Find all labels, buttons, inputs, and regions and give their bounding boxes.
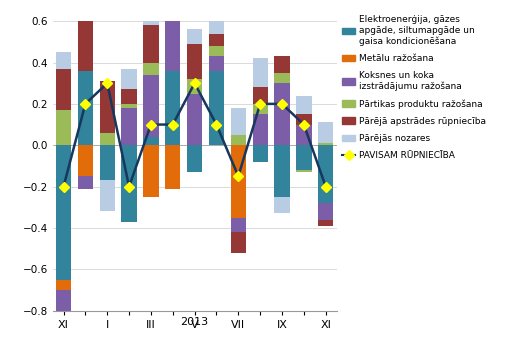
Bar: [275, 197, 290, 214]
Bar: [165, 0, 180, 2]
Bar: [209, 56, 224, 71]
Bar: [122, 145, 137, 222]
Bar: [56, 52, 71, 69]
Bar: [231, 135, 246, 145]
Bar: [275, 145, 290, 197]
Bar: [252, 87, 268, 104]
Bar: [122, 108, 137, 145]
Bar: [231, 217, 246, 232]
Bar: [187, 145, 203, 172]
Bar: [275, 83, 290, 145]
Bar: [318, 122, 333, 143]
Bar: [122, 69, 137, 89]
Bar: [56, 69, 71, 110]
Bar: [187, 79, 203, 94]
Bar: [165, 145, 180, 189]
Bar: [296, 114, 311, 125]
Bar: [56, 145, 71, 280]
Bar: [318, 220, 333, 226]
Bar: [99, 133, 115, 145]
Bar: [56, 280, 71, 290]
Bar: [252, 145, 268, 162]
Bar: [99, 81, 115, 133]
Bar: [143, 15, 158, 25]
Bar: [78, 71, 93, 145]
Bar: [318, 145, 333, 203]
Bar: [99, 180, 115, 211]
Bar: [252, 58, 268, 87]
Bar: [122, 104, 137, 108]
Legend: Elektroenerģija, gāzes
apgāde, siltumapgāde un
gaisa kondicionēšana, Metālu ražo: Elektroenerģija, gāzes apgāde, siltumapg…: [342, 16, 487, 160]
Bar: [187, 94, 203, 145]
Bar: [318, 203, 333, 220]
Bar: [187, 29, 203, 44]
Bar: [78, 17, 93, 71]
Bar: [252, 114, 268, 145]
Bar: [209, 71, 224, 145]
Bar: [78, 145, 93, 176]
Bar: [296, 170, 311, 172]
Bar: [231, 232, 246, 253]
Bar: [143, 137, 158, 145]
Bar: [231, 145, 246, 217]
Bar: [275, 56, 290, 73]
Bar: [165, 71, 180, 145]
Bar: [296, 96, 311, 114]
Bar: [143, 145, 158, 197]
Bar: [209, 46, 224, 56]
Bar: [231, 108, 246, 135]
Bar: [252, 104, 268, 114]
Bar: [99, 145, 115, 180]
Bar: [56, 110, 71, 145]
Bar: [143, 62, 158, 75]
Bar: [275, 73, 290, 83]
Bar: [78, 176, 93, 189]
Bar: [56, 290, 71, 342]
Bar: [165, 19, 180, 71]
Bar: [187, 44, 203, 79]
Text: 2013: 2013: [180, 317, 209, 327]
Bar: [143, 75, 158, 137]
Bar: [165, 2, 180, 11]
Bar: [143, 25, 158, 62]
Bar: [318, 143, 333, 145]
Bar: [209, 34, 224, 46]
Bar: [122, 89, 137, 104]
Bar: [165, 11, 180, 19]
Bar: [296, 125, 311, 145]
Bar: [209, 13, 224, 34]
Bar: [296, 145, 311, 170]
